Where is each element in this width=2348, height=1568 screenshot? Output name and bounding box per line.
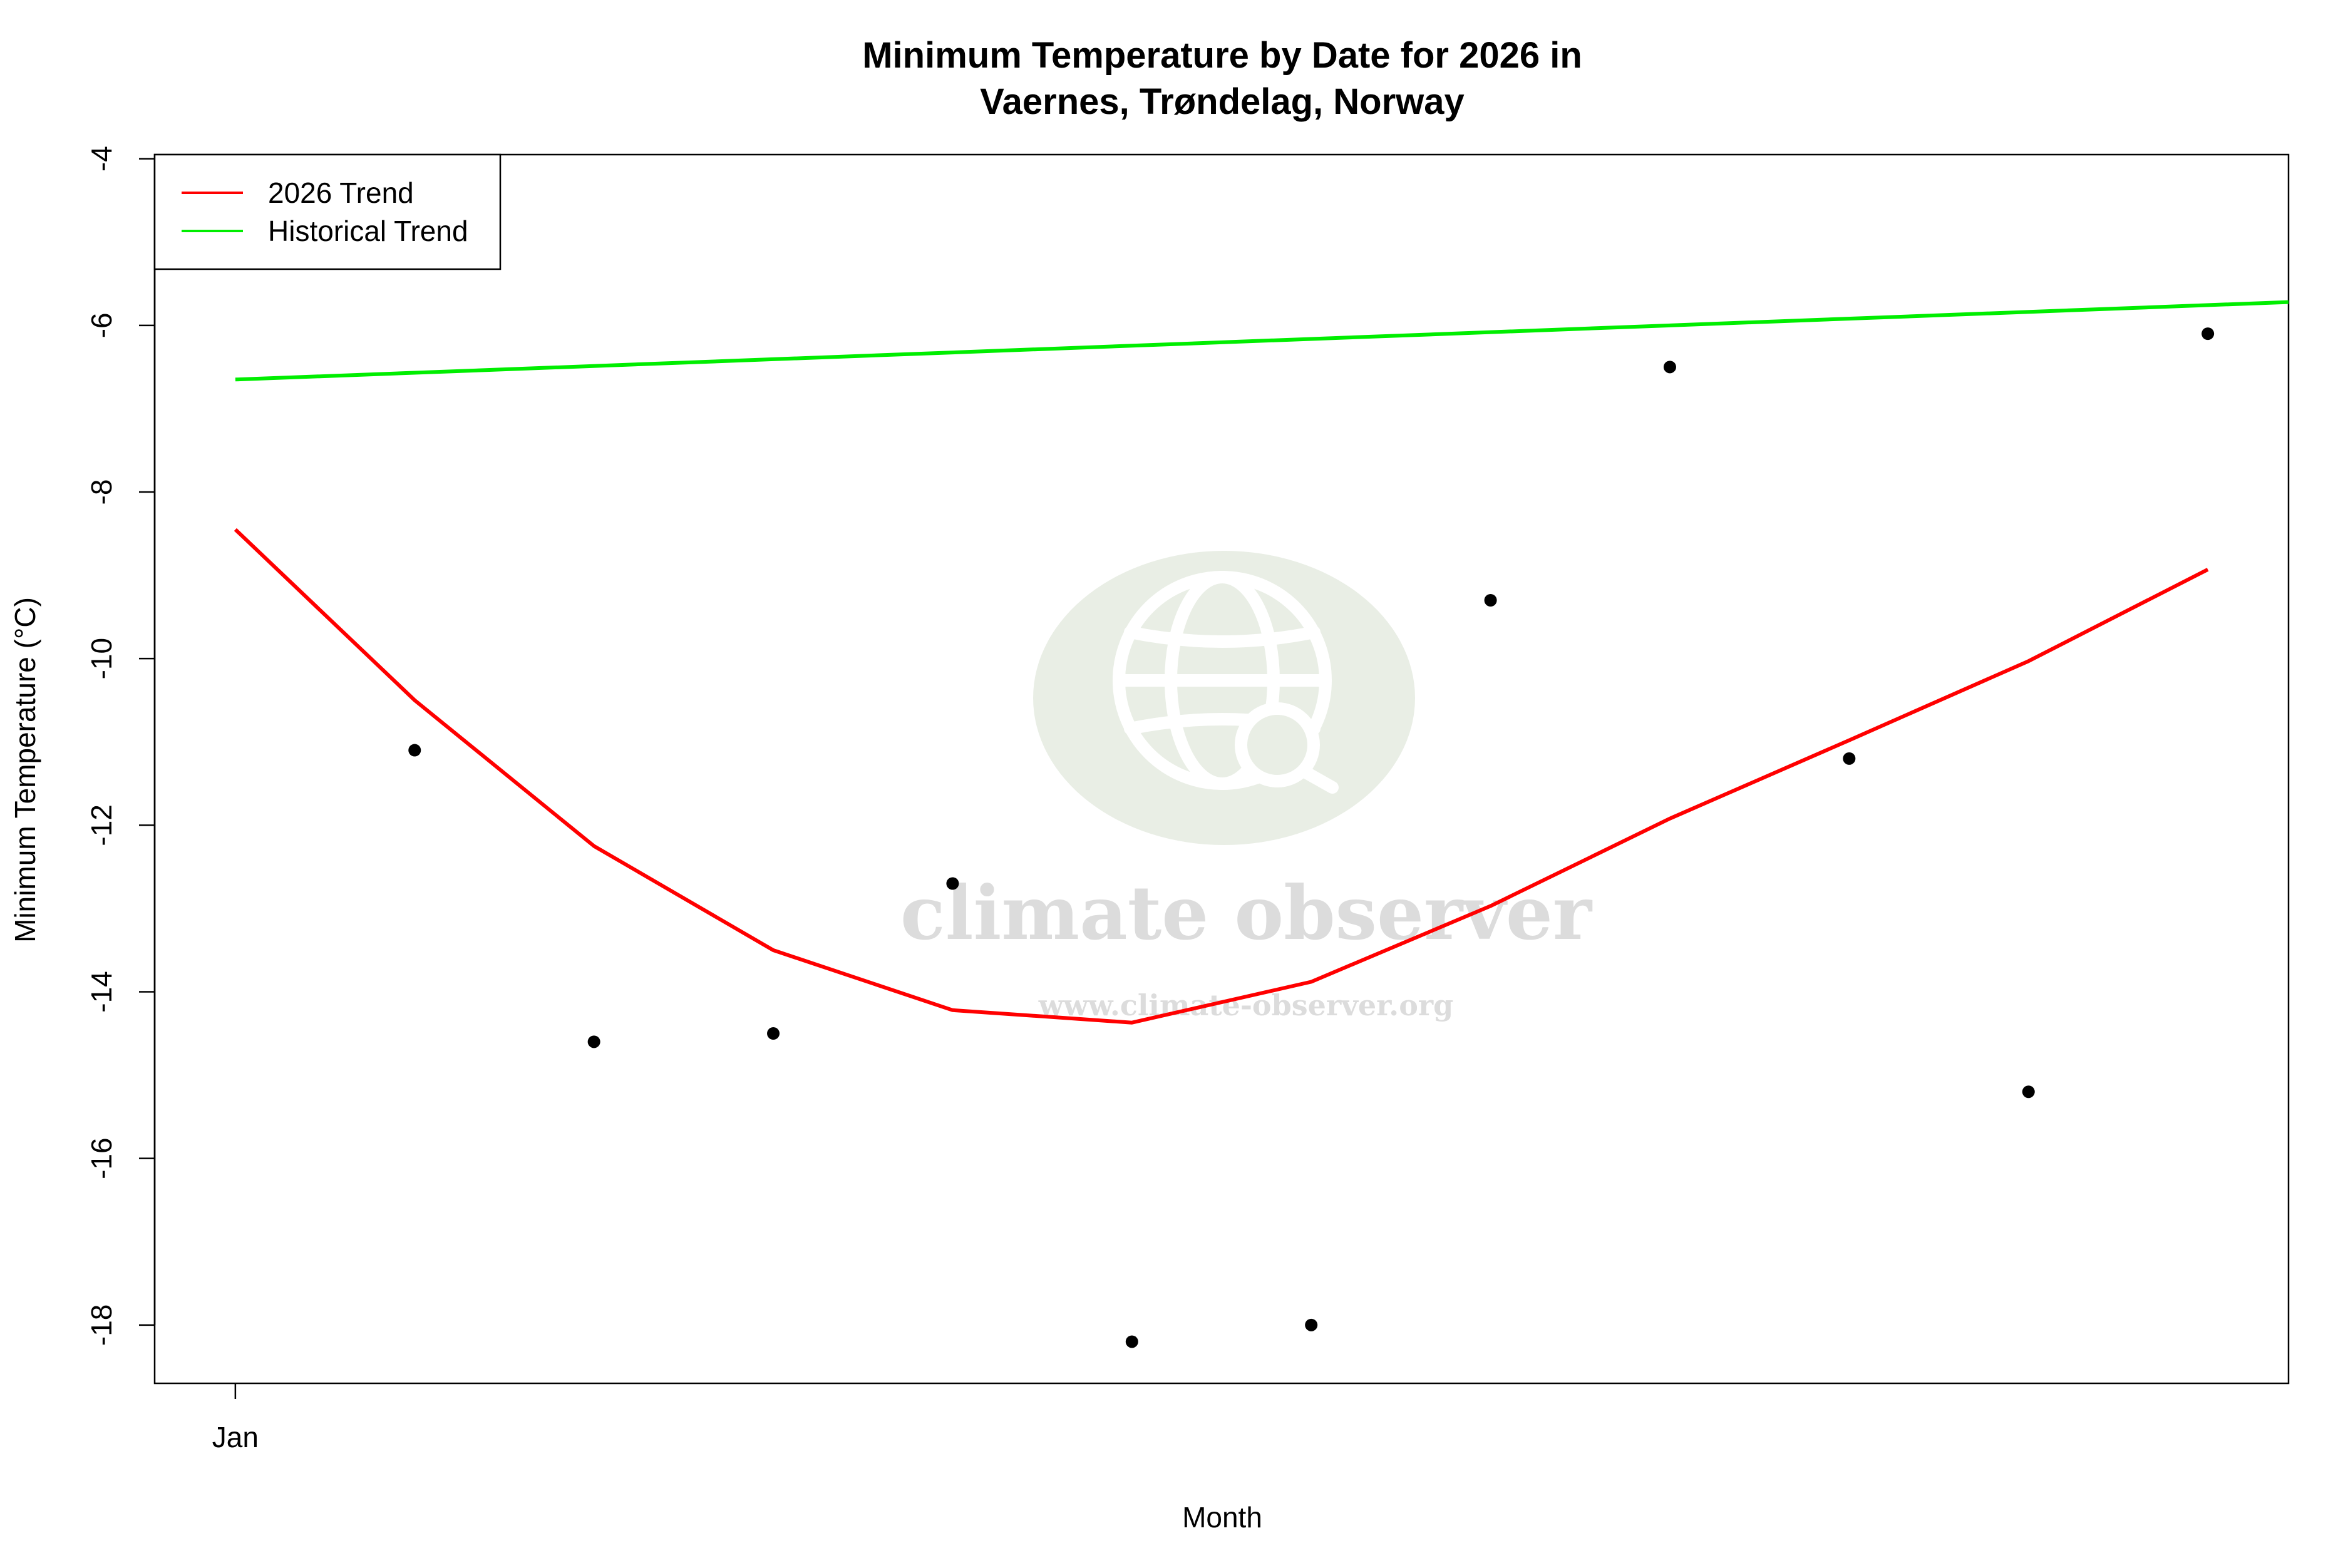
legend: 2026 Trend Historical Trend: [153, 153, 502, 270]
y-tick-label: -10: [85, 638, 118, 679]
data-point: [1305, 1318, 1318, 1331]
legend-label: 2026 Trend: [268, 177, 414, 209]
watermark-badge: [1033, 551, 1415, 845]
data-point: [2201, 327, 2215, 341]
legend-label: Historical Trend: [268, 215, 468, 247]
y-tick-label: -18: [85, 1304, 118, 1346]
series-line-0: [234, 528, 2209, 1025]
x-axis: Jan: [212, 1383, 259, 1453]
chart-title: Minimum Temperature by Date for 2026 in: [862, 35, 1582, 76]
y-tick-label: -16: [85, 1137, 118, 1179]
y-tick-label: -12: [85, 804, 118, 846]
legend-box: [153, 153, 502, 270]
x-axis-title: Month: [1182, 1501, 1262, 1534]
series-line-1: [235, 300, 2289, 382]
data-point: [767, 1027, 780, 1040]
y-tick-label: -14: [85, 971, 118, 1012]
watermark-url: www.climate-observer.org: [1038, 988, 1454, 1022]
globe-search-icon: [1113, 571, 1339, 794]
y-axis: -4 -6 -8 -10 -12 -14 -16 -18: [85, 146, 156, 1346]
watermark-brand: climate observer: [900, 869, 1593, 956]
y-tick-label: -8: [85, 479, 118, 505]
x-tick-label: Jan: [212, 1421, 259, 1453]
series-layer: [234, 300, 2289, 1025]
data-point: [587, 1035, 600, 1048]
data-point: [1663, 361, 1676, 374]
y-tick-label: -4: [85, 146, 118, 172]
points-layer: [408, 327, 2215, 1348]
chart-subtitle: Vaernes, Trøndelag, Norway: [980, 81, 1465, 122]
data-point: [1484, 594, 1497, 607]
data-point: [2022, 1085, 2035, 1099]
y-axis-title: Minimum Temperature (°C): [9, 597, 41, 943]
data-point: [408, 744, 421, 757]
y-tick-label: -6: [85, 312, 118, 338]
data-point: [1125, 1335, 1138, 1348]
data-point: [1843, 752, 1856, 765]
data-point: [946, 877, 959, 890]
watermark: climate observer www.climate-observer.or…: [900, 551, 1593, 1022]
